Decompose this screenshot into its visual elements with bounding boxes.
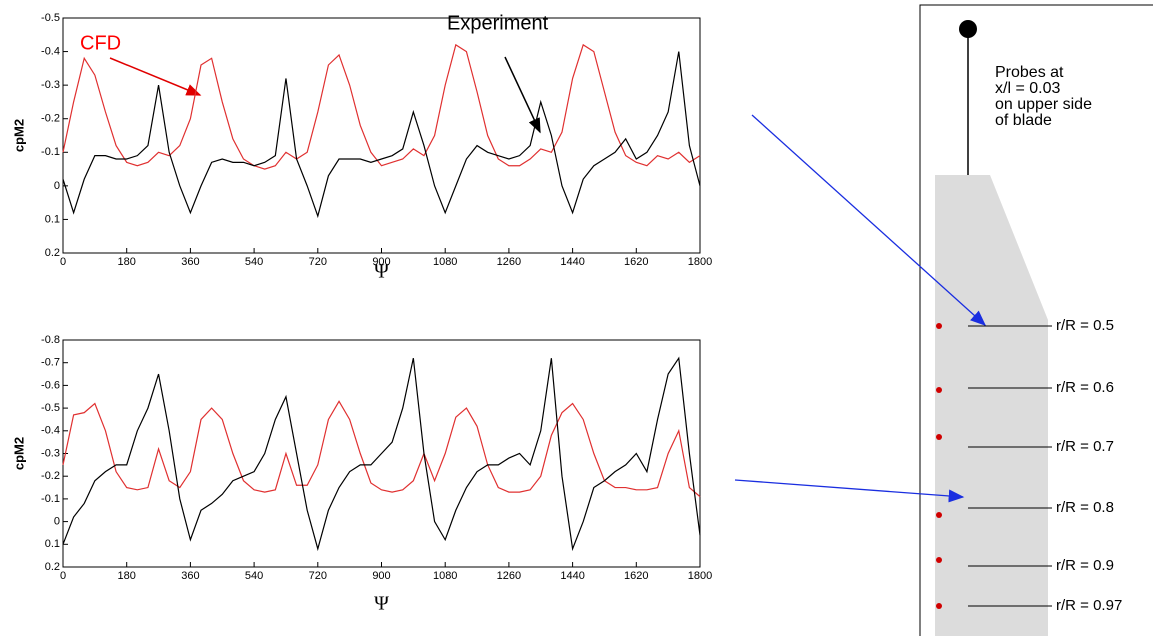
annotation-arrow [109, 57, 202, 96]
series-line [62, 400, 701, 498]
diagram-note: on upper side [995, 96, 1092, 113]
x-tick-label: 360 [181, 570, 199, 582]
probe-dot [936, 557, 942, 563]
probe-label: r/R = 0.6 [1056, 379, 1114, 396]
x-tick-label: 1620 [624, 570, 648, 582]
probe-label: r/R = 0.5 [1056, 317, 1114, 334]
y-tick-label: 0 [54, 180, 60, 192]
diagram-note: Probes at [995, 64, 1064, 81]
x-tick-label: 180 [118, 256, 136, 268]
y-tick-label: -0.4 [41, 45, 60, 57]
x-tick-label: 720 [309, 256, 327, 268]
x-tick-label: 1260 [497, 570, 521, 582]
x-tick-label: 540 [245, 256, 263, 268]
x-tick-label: 360 [181, 256, 199, 268]
y-tick-label: -0.8 [41, 334, 60, 346]
series-line [62, 356, 701, 552]
plot-frame [62, 339, 701, 568]
annotation-arrow [504, 56, 541, 134]
y-tick-label: -0.1 [41, 146, 60, 158]
plot-frame [62, 17, 701, 254]
probe-label: r/R = 0.97 [1056, 597, 1122, 614]
diagram-note: x/l = 0.03 [995, 80, 1060, 97]
diagram-note: of blade [995, 112, 1052, 129]
x-axis-label: Ψ [374, 593, 389, 615]
probe-dot [936, 434, 942, 440]
blade-diagram [919, 4, 1153, 636]
probe-dot [936, 387, 942, 393]
x-tick-label: 1080 [433, 256, 457, 268]
x-axis-label: Ψ [374, 261, 389, 283]
y-tick-label: -0.7 [41, 357, 60, 369]
x-tick-label: 1260 [497, 256, 521, 268]
x-tick-label: 900 [372, 570, 390, 582]
series-line [62, 43, 701, 170]
x-tick-label: 0 [60, 570, 66, 582]
pointer-arrow [734, 479, 965, 503]
y-tick-label: 0.2 [45, 561, 60, 573]
y-tick-label: -0.5 [41, 12, 60, 24]
pointer-arrow [751, 114, 986, 326]
x-tick-label: 1800 [688, 256, 712, 268]
x-tick-label: 720 [309, 570, 327, 582]
y-tick-label: 0.1 [45, 213, 60, 225]
y-axis-label: cpM2 [11, 437, 26, 470]
x-tick-label: 1440 [560, 256, 584, 268]
probe-dot [936, 603, 942, 609]
y-tick-label: -0.5 [41, 402, 60, 414]
y-tick-label: 0 [54, 516, 60, 528]
y-tick-label: -0.2 [41, 470, 60, 482]
x-tick-label: 900 [372, 256, 390, 268]
x-tick-label: 1620 [624, 256, 648, 268]
x-tick-label: 1440 [560, 570, 584, 582]
y-tick-label: -0.4 [41, 425, 60, 437]
blade [935, 175, 1048, 636]
y-tick-label: -0.3 [41, 447, 60, 459]
x-tick-label: 1080 [433, 570, 457, 582]
series-line [62, 51, 701, 219]
y-tick-label: -0.6 [41, 379, 60, 391]
x-tick-label: 0 [60, 256, 66, 268]
y-tick-label: -0.3 [41, 79, 60, 91]
probe-label: r/R = 0.7 [1056, 438, 1114, 455]
x-tick-label: 540 [245, 570, 263, 582]
probe-label: r/R = 0.9 [1056, 557, 1114, 574]
probe-dot [936, 323, 942, 329]
y-tick-label: -0.2 [41, 113, 60, 125]
y-tick-label: -0.1 [41, 493, 60, 505]
x-tick-label: 180 [118, 570, 136, 582]
y-tick-label: 0.1 [45, 538, 60, 550]
annotation: Experiment [447, 12, 549, 34]
y-tick-label: 0.2 [45, 247, 60, 259]
annotation: CFD [80, 32, 121, 54]
probe-dot [936, 512, 942, 518]
hub [959, 20, 977, 38]
probe-label: r/R = 0.8 [1056, 499, 1114, 516]
y-axis-label: cpM2 [11, 119, 26, 152]
x-tick-label: 1800 [688, 570, 712, 582]
